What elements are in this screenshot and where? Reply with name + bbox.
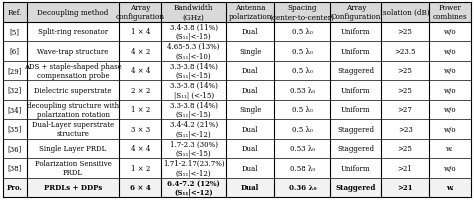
Text: Single Layer PRDL: Single Layer PRDL <box>39 145 107 152</box>
Text: [5]: [5] <box>10 28 20 36</box>
Text: Dual: Dual <box>242 28 258 36</box>
Text: 3 × 3: 3 × 3 <box>131 125 150 133</box>
Text: >23.5: >23.5 <box>394 48 416 55</box>
Text: ADS + staple-shaped phase
compensation probe: ADS + staple-shaped phase compensation p… <box>24 62 122 79</box>
Text: >25: >25 <box>398 145 412 152</box>
Bar <box>3 3 471 22</box>
Text: 4 × 4: 4 × 4 <box>130 145 150 152</box>
Text: Single: Single <box>239 48 262 55</box>
Text: 0.5 λ₀: 0.5 λ₀ <box>292 125 313 133</box>
Text: decoupling structure with
polarization rotation: decoupling structure with polarization r… <box>27 101 119 118</box>
Text: Dual-Layer superstrate
structure: Dual-Layer superstrate structure <box>32 121 114 138</box>
Text: 4 × 2: 4 × 2 <box>130 48 150 55</box>
Text: [35]: [35] <box>8 125 22 133</box>
Text: >21: >21 <box>398 164 412 172</box>
Text: Uniform: Uniform <box>341 28 371 36</box>
Text: Array
Configuration: Array Configuration <box>330 4 381 21</box>
Text: >27: >27 <box>398 106 412 114</box>
Text: 1 × 2: 1 × 2 <box>130 106 150 114</box>
Text: 4 × 4: 4 × 4 <box>130 67 150 75</box>
Text: 0.5 λ₀: 0.5 λ₀ <box>292 28 313 36</box>
Text: 1 × 2: 1 × 2 <box>130 164 150 172</box>
Text: Uniform: Uniform <box>341 86 371 94</box>
Text: Wave-trap structure: Wave-trap structure <box>37 48 109 55</box>
Text: 0.36 λ₀: 0.36 λ₀ <box>289 183 316 191</box>
Text: w.: w. <box>446 183 454 191</box>
Text: w/o: w/o <box>444 28 456 36</box>
Text: 1.7-2.3 (30%)
(S₁₁|<-15): 1.7-2.3 (30%) (S₁₁|<-15) <box>170 140 218 157</box>
Text: Spacing
(center-to-center): Spacing (center-to-center) <box>270 4 335 21</box>
Text: [38]: [38] <box>8 164 22 172</box>
Text: Dual: Dual <box>242 67 258 75</box>
Text: w/o: w/o <box>444 125 456 133</box>
Text: Dual: Dual <box>242 125 258 133</box>
Text: 2 × 2: 2 × 2 <box>130 86 150 94</box>
Text: w/o: w/o <box>444 67 456 75</box>
Text: Pro.: Pro. <box>7 183 23 191</box>
Text: 1.71-2.17(23.7%)
(S₁₁|<-12): 1.71-2.17(23.7%) (S₁₁|<-12) <box>163 159 225 176</box>
Text: [6]: [6] <box>10 48 20 55</box>
Text: w/o: w/o <box>444 48 456 55</box>
Text: 1 × 4: 1 × 4 <box>130 28 150 36</box>
Text: 6 × 4: 6 × 4 <box>130 183 151 191</box>
Text: [32]: [32] <box>8 86 22 94</box>
Text: w.: w. <box>447 145 454 152</box>
Text: Staggered: Staggered <box>337 125 374 133</box>
Text: Power
combines: Power combines <box>433 4 467 21</box>
Text: 0.5 λ₀: 0.5 λ₀ <box>292 106 313 114</box>
Text: 6.4-7.2 (12%)
(S₁₁|<-12): 6.4-7.2 (12%) (S₁₁|<-12) <box>167 179 220 196</box>
Text: Staggered: Staggered <box>336 183 376 191</box>
Text: Bandwidth
(GHz): Bandwidth (GHz) <box>174 4 213 21</box>
Text: >21: >21 <box>397 183 413 191</box>
Text: Uniform: Uniform <box>341 164 371 172</box>
Text: PRDLs + DDPs: PRDLs + DDPs <box>44 183 102 191</box>
Text: Ref.: Ref. <box>8 9 22 17</box>
Text: Decoupling method: Decoupling method <box>37 9 109 17</box>
Text: [34]: [34] <box>8 106 22 114</box>
Text: 3.3-3.8 (14%)
|S₁₁| (<-15): 3.3-3.8 (14%) |S₁₁| (<-15) <box>170 82 218 99</box>
Text: Dual: Dual <box>242 145 258 152</box>
Text: Uniform: Uniform <box>341 106 371 114</box>
Text: Dielectric superstrate: Dielectric superstrate <box>34 86 112 94</box>
Text: Split-ring resonator: Split-ring resonator <box>38 28 108 36</box>
Text: >25: >25 <box>398 86 412 94</box>
Text: Dual: Dual <box>241 183 259 191</box>
Text: 3.4-3.8 (11%)
(S₁₁|<-15): 3.4-3.8 (11%) (S₁₁|<-15) <box>170 24 218 41</box>
Text: Array
configuration: Array configuration <box>116 4 165 21</box>
Text: 3.3-3.8 (14%)
(S₁₁|<-15): 3.3-3.8 (14%) (S₁₁|<-15) <box>170 101 218 118</box>
Text: Single: Single <box>239 106 262 114</box>
Text: Antenna
polarization: Antenna polarization <box>228 4 272 21</box>
Text: >25: >25 <box>398 67 412 75</box>
Text: Dual: Dual <box>242 86 258 94</box>
Text: Staggered: Staggered <box>337 67 374 75</box>
Text: w/o: w/o <box>444 86 456 94</box>
Text: w/o: w/o <box>444 164 456 172</box>
Text: Isolation (dB): Isolation (dB) <box>380 9 430 17</box>
Text: 0.53 λ₀: 0.53 λ₀ <box>290 86 315 94</box>
Text: Staggered: Staggered <box>337 145 374 152</box>
Text: [36]: [36] <box>8 145 22 152</box>
Text: 0.5 λ₀: 0.5 λ₀ <box>292 48 313 55</box>
Text: 3.4-4.2 (21%)
(S₁₁|<-12): 3.4-4.2 (21%) (S₁₁|<-12) <box>170 121 218 138</box>
Bar <box>3 178 471 197</box>
Text: 0.5 λ₀: 0.5 λ₀ <box>292 67 313 75</box>
Text: w/o: w/o <box>444 106 456 114</box>
Text: >23: >23 <box>398 125 412 133</box>
Text: >25: >25 <box>398 28 412 36</box>
Text: Uniform: Uniform <box>341 48 371 55</box>
Text: 0.58 λ₀: 0.58 λ₀ <box>290 164 315 172</box>
Text: Polarization Sensitive
PRDL: Polarization Sensitive PRDL <box>35 159 111 176</box>
Text: [29]: [29] <box>8 67 22 75</box>
Text: 4.65-5.3 (13%)
(S₁₁|<-10): 4.65-5.3 (13%) (S₁₁|<-10) <box>167 43 220 60</box>
Text: 3.3-3.8 (14%)
(S₁₁|<-15): 3.3-3.8 (14%) (S₁₁|<-15) <box>170 62 218 79</box>
Text: Dual: Dual <box>242 164 258 172</box>
Text: 0.53 λ₀: 0.53 λ₀ <box>290 145 315 152</box>
